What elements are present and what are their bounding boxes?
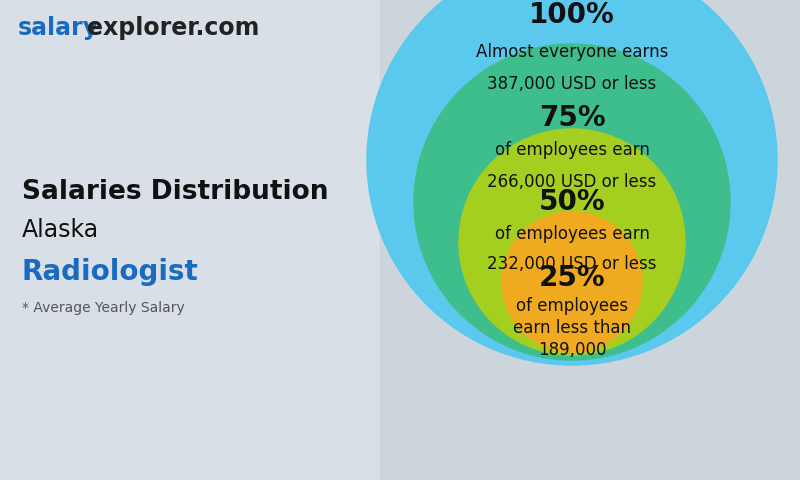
Text: * Average Yearly Salary: * Average Yearly Salary [22, 301, 185, 315]
Text: Radiologist: Radiologist [22, 258, 198, 286]
Circle shape [367, 0, 777, 365]
Circle shape [459, 129, 685, 355]
Text: of employees earn: of employees earn [494, 225, 650, 243]
Text: 100%: 100% [529, 1, 615, 29]
Text: Almost everyone earns: Almost everyone earns [476, 43, 668, 61]
Text: 75%: 75% [538, 104, 606, 132]
Text: 266,000 USD or less: 266,000 USD or less [487, 173, 657, 191]
Text: Salaries Distribution: Salaries Distribution [22, 179, 329, 205]
Text: of employees: of employees [516, 297, 628, 315]
Text: salary: salary [18, 16, 99, 40]
Text: 387,000 USD or less: 387,000 USD or less [487, 75, 657, 93]
Text: earn less than: earn less than [513, 319, 631, 337]
Text: of employees earn: of employees earn [494, 141, 650, 159]
Text: explorer.com: explorer.com [87, 16, 259, 40]
Text: 50%: 50% [538, 188, 606, 216]
Text: 25%: 25% [538, 264, 606, 292]
Circle shape [414, 44, 730, 360]
Bar [380, 0, 800, 480]
Text: 232,000 USD or less: 232,000 USD or less [487, 255, 657, 273]
Text: 189,000: 189,000 [538, 341, 606, 359]
Bar [0, 0, 380, 480]
Circle shape [502, 212, 642, 352]
Text: Alaska: Alaska [22, 218, 99, 242]
